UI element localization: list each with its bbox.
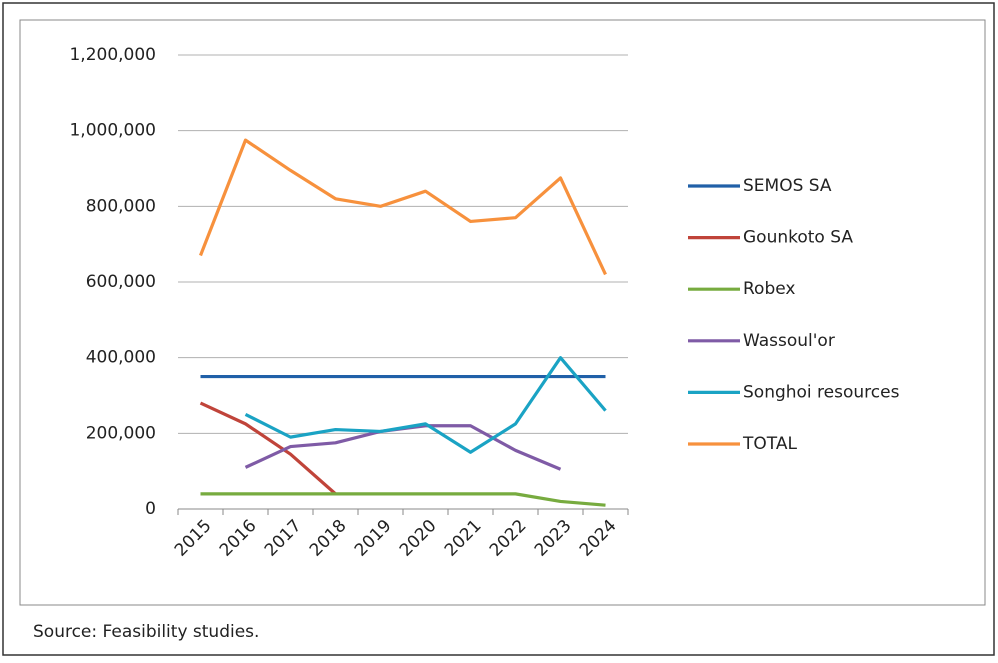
series-line	[199, 138, 607, 276]
legend-label: SEMOS SA	[743, 176, 832, 196]
series-line	[200, 492, 606, 507]
legend-label: Robex	[743, 279, 795, 299]
chart-frame	[19, 19, 986, 606]
y-tick-label: 400,000	[86, 348, 156, 368]
y-tick-label: 800,000	[86, 196, 156, 216]
legend-label: Wassoul'or	[743, 331, 835, 351]
y-tick-label: 1,200,000	[69, 45, 156, 65]
y-tick-label: 0	[145, 499, 156, 519]
legend-label: Songhoi resources	[743, 382, 900, 402]
series-line	[199, 401, 337, 496]
y-tick-label: 1,000,000	[69, 121, 156, 141]
y-tick-label: 600,000	[86, 272, 156, 292]
y-tick-label: 200,000	[86, 423, 156, 443]
legend-label: Gounkoto SA	[743, 228, 853, 248]
source-note: Source: Feasibility studies.	[33, 622, 259, 642]
series-line	[244, 356, 607, 454]
legend-label: TOTAL	[742, 434, 797, 454]
